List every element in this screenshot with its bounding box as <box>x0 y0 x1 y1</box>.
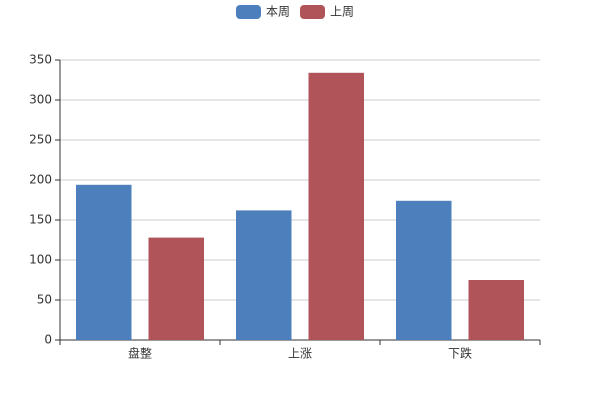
y-tick-label: 250 <box>29 133 52 147</box>
bar <box>468 280 524 340</box>
y-tick-label: 350 <box>29 53 52 67</box>
legend-swatch[interactable] <box>236 5 261 19</box>
y-tick-label: 100 <box>29 253 52 267</box>
bar <box>396 200 452 340</box>
y-tick-label: 200 <box>29 173 52 187</box>
y-tick-label: 0 <box>44 333 52 347</box>
bar <box>236 210 292 340</box>
legend-label[interactable]: 上周 <box>330 5 354 19</box>
y-tick-label: 150 <box>29 213 52 227</box>
bar <box>76 184 132 340</box>
bar <box>308 72 364 341</box>
x-tick-label: 盘整 <box>128 346 152 361</box>
legend-swatch[interactable] <box>300 5 325 19</box>
x-tick-label: 上涨 <box>288 346 312 361</box>
y-tick-label: 300 <box>29 93 52 107</box>
legend-label[interactable]: 本周 <box>266 5 290 19</box>
bar <box>148 237 204 340</box>
y-tick-label: 50 <box>37 293 52 307</box>
x-tick-label: 下跌 <box>448 346 472 361</box>
